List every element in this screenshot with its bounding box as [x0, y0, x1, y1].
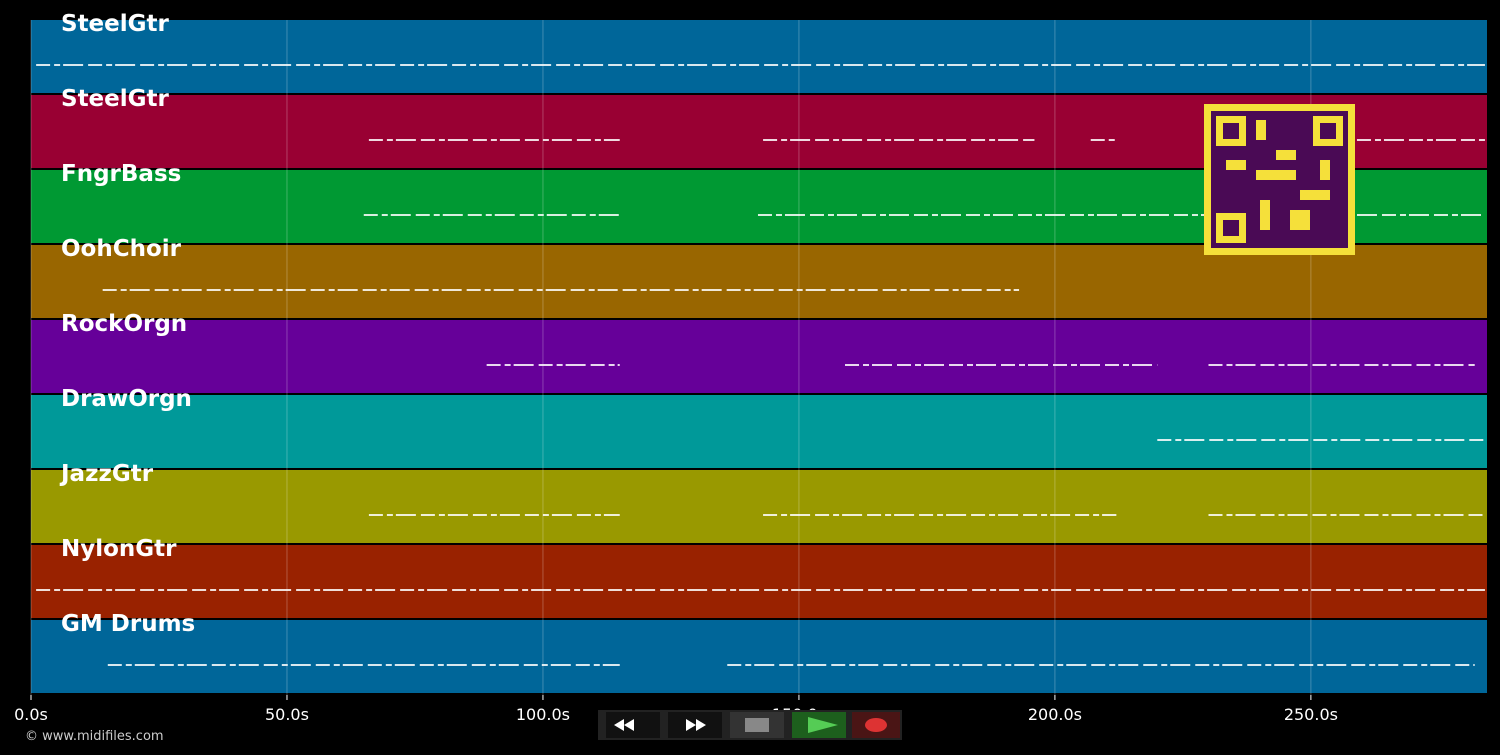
stop-icon — [745, 718, 769, 732]
rewind-icon — [614, 719, 634, 731]
x-tick-label: 0.0s — [14, 705, 48, 724]
track-lane — [31, 320, 1487, 393]
qr-finder — [1223, 123, 1336, 236]
forward-icon — [686, 719, 706, 731]
track-name: SteelGtr — [61, 11, 170, 37]
qr-code — [1204, 104, 1355, 255]
x-tick-label: 50.0s — [265, 705, 309, 724]
track-name: GM Drums — [61, 611, 195, 637]
track-name: OohChoir — [61, 236, 182, 262]
lanes: SteelGtr SteelGtr FngrBass OohChoir RockOrgn… — [14, 11, 1487, 724]
track-name: RockOrgn — [61, 311, 187, 337]
track-name: SteelGtr — [61, 86, 170, 112]
qr-pattern — [1216, 116, 1343, 243]
x-tick-label: 100.0s — [516, 705, 570, 724]
track-name: FngrBass — [61, 161, 181, 187]
track-lane — [31, 20, 1487, 93]
controls — [598, 710, 902, 740]
track-lane — [31, 620, 1487, 693]
track-lane — [31, 545, 1487, 618]
track-name: DrawOrgn — [61, 386, 192, 412]
play-icon — [808, 717, 838, 733]
track-lane — [31, 245, 1487, 318]
track-name: JazzGtr — [59, 461, 154, 487]
track-name: NylonGtr — [61, 536, 177, 562]
track-lane — [31, 470, 1487, 543]
x-tick-label: 250.0s — [1284, 705, 1338, 724]
track-lane — [31, 395, 1487, 468]
x-tick-label: 200.0s — [1028, 705, 1082, 724]
footer: © www.midifiles.com — [25, 729, 164, 744]
record-icon — [865, 718, 887, 732]
